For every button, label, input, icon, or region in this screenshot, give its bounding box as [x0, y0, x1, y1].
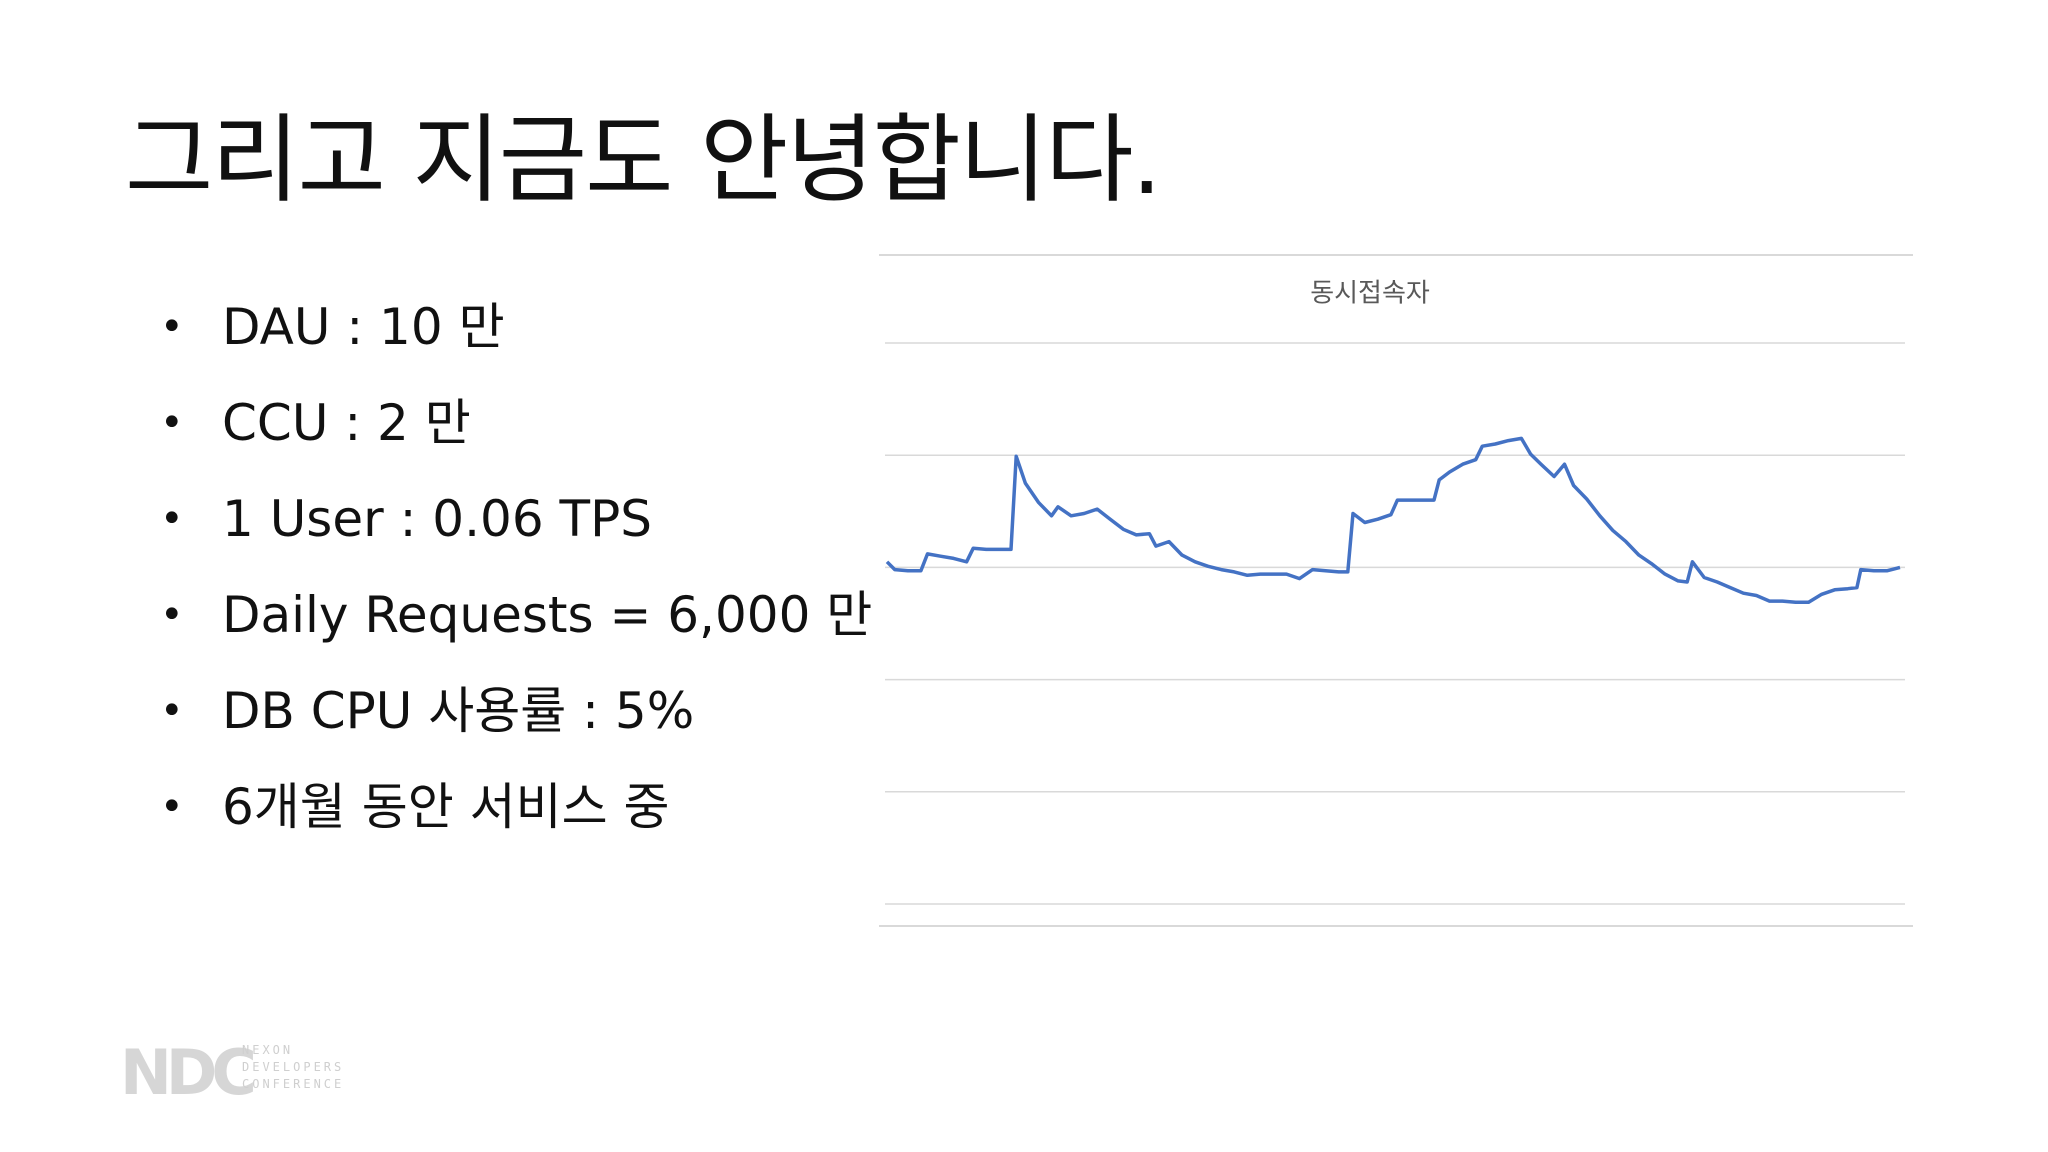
bullet: CCU : 2 만: [160, 391, 872, 487]
bullet: DB CPU 사용률 : 5%: [160, 679, 872, 775]
bullet: Daily Requests = 6,000 만: [160, 583, 872, 679]
logo-text: NEXON DEVELOPERS CONFERENCE: [242, 1042, 344, 1093]
logo-line: DEVELOPERS: [242, 1060, 345, 1074]
bullet-list: DAU : 10 만 CCU : 2 만 1 User : 0.06 TPS D…: [160, 295, 872, 871]
chart-title: 동시접속자: [1310, 279, 1430, 309]
logo-line: CONFERENCE: [242, 1077, 345, 1091]
logo-line: NEXON: [242, 1043, 294, 1057]
bullet: DAU : 10 만: [160, 295, 872, 391]
logo: NDC: [120, 1036, 257, 1109]
data-line: [885, 436, 1901, 604]
bullet: 1 User : 0.06 TPS: [160, 487, 872, 583]
slide-title: 그리고 지금도 안녕합니다.: [125, 104, 1162, 216]
bullet: 6개월 동안 서비스 중: [160, 775, 872, 871]
